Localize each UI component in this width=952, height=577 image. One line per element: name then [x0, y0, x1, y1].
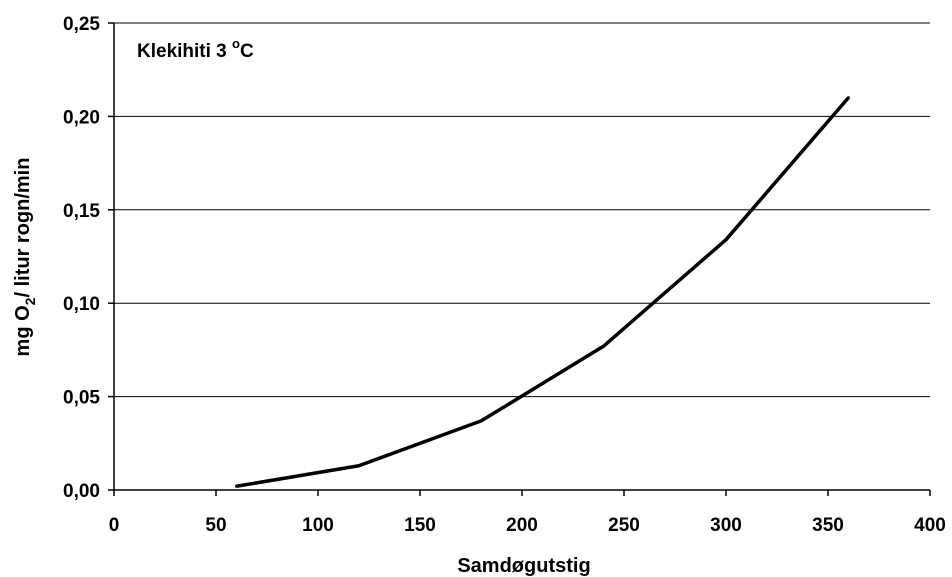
data-point: [479, 419, 483, 423]
x-tick-label: 250: [608, 515, 640, 536]
gridlines: [114, 22, 930, 398]
x-tick-label: 400: [914, 515, 946, 536]
y-tick-label: 0,10: [63, 294, 100, 315]
x-tick-label: 0: [109, 515, 120, 536]
x-tick-label: 300: [710, 515, 742, 536]
x-tick-label: 100: [302, 515, 334, 536]
data-point: [846, 96, 850, 100]
x-axis-title: Samdøgutstig: [457, 555, 590, 577]
data-point: [357, 464, 361, 468]
series-layer: [234, 96, 850, 488]
y-tick-label: 0,20: [63, 107, 100, 128]
data-point: [602, 344, 606, 348]
y-tick-label: 0,05: [63, 388, 100, 409]
x-tick-label: 50: [205, 515, 226, 536]
y-tick-label: 0,25: [63, 14, 100, 35]
series-line: [236, 96, 850, 488]
data-point: [234, 484, 238, 488]
y-tick-label: 0,15: [63, 201, 100, 222]
axes: [113, 23, 930, 491]
y-tick-label: 0,00: [63, 481, 100, 502]
x-tick-label: 150: [404, 515, 436, 536]
x-tick-label: 350: [812, 515, 844, 536]
chart-annotation: Klekihiti 3 oC: [137, 36, 254, 62]
data-point: [724, 238, 728, 242]
y-axis-title: mg O2/ litur rogn/min: [12, 158, 38, 357]
x-tick-label: 200: [506, 515, 538, 536]
ticks: 0,00 0,05 0,10 0,15 0,20 0,25 0 50 100 150 200 250 3…: [63, 14, 946, 536]
